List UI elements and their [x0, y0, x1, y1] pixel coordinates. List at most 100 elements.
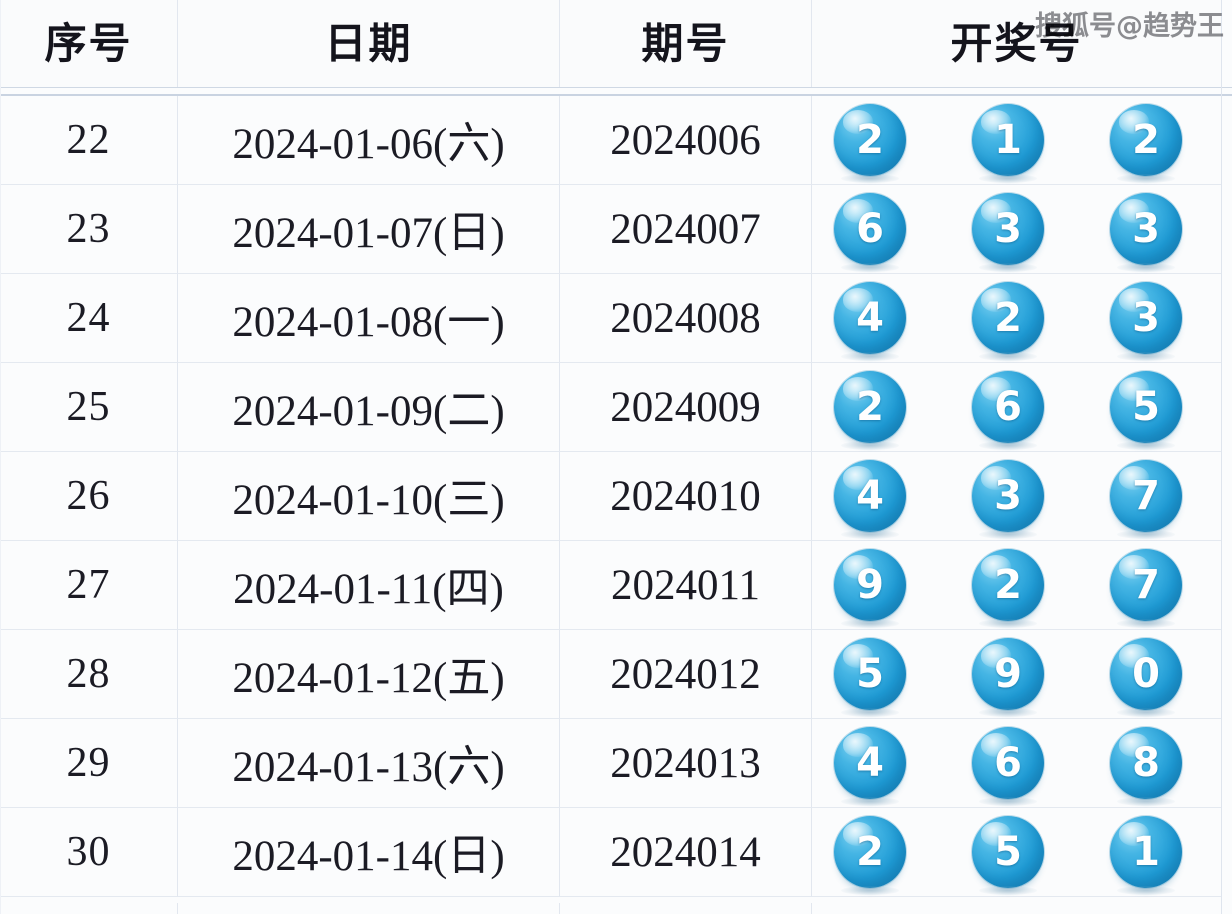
row-date-value: 2024-01-08(一) — [232, 299, 505, 346]
cell-date: 2024-01-13(六) — [178, 719, 560, 808]
lottery-ball: 2 — [834, 371, 906, 450]
ball-number: 5 — [856, 651, 884, 697]
lottery-ball: 4 — [834, 282, 906, 361]
lottery-ball: 5 — [834, 638, 906, 717]
row-issue-value: 2024013 — [610, 739, 761, 787]
row-date-value: 2024-01-14(日) — [232, 833, 505, 880]
ball-shadow — [841, 619, 899, 628]
ball-number: 0 — [1132, 651, 1160, 697]
lottery-ball: 1 — [1110, 816, 1182, 895]
lottery-ball: 1 — [972, 104, 1044, 183]
ball-number: 2 — [856, 117, 884, 163]
ball-number: 6 — [994, 384, 1022, 430]
ball-shadow — [841, 263, 899, 272]
row-date-value: 2024-01-07(日) — [232, 210, 505, 257]
lottery-ball: 0 — [1110, 638, 1182, 717]
ball-number: 1 — [1132, 829, 1160, 875]
ball-shadow — [841, 174, 899, 183]
lottery-ball: 7 — [1110, 460, 1182, 539]
ball-number: 3 — [994, 473, 1022, 519]
cell-issue: 2024008 — [560, 274, 812, 363]
ball-shadow — [979, 174, 1037, 183]
table-row: 29 2024-01-13(六) 2024013 4 6 8 — [0, 719, 1232, 808]
ball-shadow — [979, 441, 1037, 450]
cell-index: 29 — [0, 719, 178, 808]
ball-group: 4 3 7 — [812, 452, 1221, 540]
ball-group: 6 3 3 — [812, 185, 1221, 273]
row-index-value: 28 — [66, 651, 111, 697]
cell-date: 2024-01-12(五) — [178, 630, 560, 719]
cell-index: 26 — [0, 452, 178, 541]
ball-number: 7 — [1132, 473, 1160, 519]
ball-shadow — [1117, 530, 1175, 539]
row-issue-value: 2024006 — [610, 116, 761, 164]
row-date-value: 2024-01-06(六) — [232, 121, 505, 168]
clipped-next-row — [0, 903, 1232, 914]
header-label-numbers: 开奖号 — [950, 19, 1083, 68]
lottery-ball: 9 — [972, 638, 1044, 717]
cell-winning-numbers: 4 2 3 — [812, 274, 1222, 363]
lottery-ball: 5 — [972, 816, 1044, 895]
ball-number: 3 — [994, 206, 1022, 252]
ball-group: 2 5 1 — [812, 808, 1221, 896]
table-row: 28 2024-01-12(五) 2024012 5 9 0 — [0, 630, 1232, 719]
table-row: 23 2024-01-07(日) 2024007 6 3 3 — [0, 185, 1232, 274]
cell-winning-numbers: 2 5 1 — [812, 808, 1222, 897]
row-issue-value: 2024008 — [610, 294, 761, 342]
lottery-ball: 6 — [972, 727, 1044, 806]
row-date-value: 2024-01-09(二) — [232, 388, 505, 435]
header-cell-issue: 期号 — [560, 0, 812, 88]
lottery-ball: 2 — [972, 549, 1044, 628]
ball-number: 1 — [994, 117, 1022, 163]
lottery-ball: 3 — [972, 193, 1044, 272]
header-label-index: 序号 — [44, 19, 133, 68]
cell-issue: 2024010 — [560, 452, 812, 541]
ball-number: 6 — [994, 740, 1022, 786]
ball-number: 4 — [856, 740, 884, 786]
row-issue-value: 2024011 — [611, 561, 760, 609]
ball-number: 5 — [1132, 384, 1160, 430]
cell-date: 2024-01-09(二) — [178, 363, 560, 452]
table-row: 2 4 2024-01-08(一) 2024008 4 2 3 — [0, 274, 1232, 363]
header-label-date: 日期 — [324, 19, 413, 68]
lottery-ball: 2 — [1110, 104, 1182, 183]
ball-shadow — [1117, 708, 1175, 717]
ball-shadow — [1117, 441, 1175, 450]
lottery-ball: 5 — [1110, 371, 1182, 450]
ball-shadow — [841, 352, 899, 361]
cell-winning-numbers: 2 6 5 — [812, 363, 1222, 452]
ball-number: 3 — [1132, 295, 1160, 341]
row-issue-value: 2024007 — [610, 205, 761, 253]
header-rule-lower — [0, 94, 1232, 96]
ball-number: 4 — [856, 473, 884, 519]
row-index-value: 27 — [66, 562, 111, 608]
row-index-value: 25 — [66, 384, 111, 430]
lottery-ball: 7 — [1110, 549, 1182, 628]
ball-shadow — [979, 886, 1037, 895]
cell-index: 25 — [0, 363, 178, 452]
cell-issue: 2024012 — [560, 630, 812, 719]
row-index-value: 23 — [66, 206, 111, 252]
lottery-ball: 6 — [972, 371, 1044, 450]
ball-shadow — [841, 441, 899, 450]
cell-index: 27 — [0, 541, 178, 630]
row-issue-value: 2024010 — [610, 472, 761, 520]
table-row: 22 2024-01-06(六) 2024006 2 1 2 — [0, 96, 1232, 185]
ball-shadow — [1117, 352, 1175, 361]
row-index-value: 29 — [66, 740, 111, 786]
cell-index: 28 — [0, 630, 178, 719]
ball-number: 7 — [1132, 562, 1160, 608]
ball-shadow — [841, 886, 899, 895]
ball-number: 2 — [994, 295, 1022, 341]
ball-number: 3 — [1132, 206, 1160, 252]
cell-index: 30 — [0, 808, 178, 897]
ball-number: 2 — [856, 384, 884, 430]
ball-shadow — [841, 530, 899, 539]
row-issue-value: 2024014 — [610, 828, 761, 876]
cell-index: 23 — [0, 185, 178, 274]
ball-shadow — [841, 797, 899, 806]
ball-shadow — [1117, 174, 1175, 183]
lottery-ball: 2 — [834, 104, 906, 183]
table-row: 27 2024-01-11(四) 2024011 9 2 7 — [0, 541, 1232, 630]
